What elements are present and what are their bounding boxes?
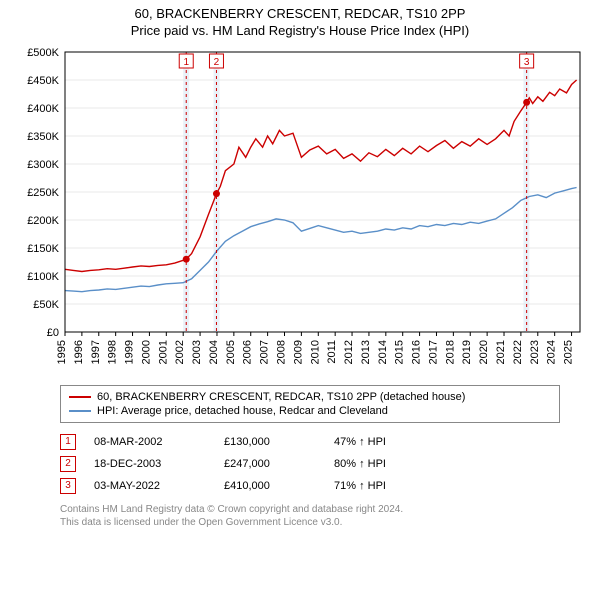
sale-delta: 71% ↑ HPI [334, 480, 454, 492]
svg-text:£250K: £250K [27, 187, 59, 199]
page-subtitle: Price paid vs. HM Land Registry's House … [0, 21, 600, 44]
sale-date: 18-DEC-2003 [94, 458, 224, 470]
svg-text:2025: 2025 [563, 340, 575, 364]
price-chart: £0 £50K £100K £150K £200K £250K £300K £350K £400… [10, 44, 590, 377]
svg-text:2000: 2000 [140, 340, 152, 364]
svg-text:£100K: £100K [27, 271, 59, 283]
sale-date: 03-MAY-2022 [94, 480, 224, 492]
legend-item: HPI: Average price, detached house, Redc… [69, 404, 551, 418]
sale-marker: 3 [60, 478, 76, 494]
page-title: 60, BRACKENBERRY CRESCENT, REDCAR, TS10 … [0, 0, 600, 21]
svg-text:1995: 1995 [56, 340, 68, 364]
attribution-line: This data is licensed under the Open Gov… [60, 516, 560, 529]
svg-text:2010: 2010 [309, 340, 321, 364]
svg-text:1996: 1996 [73, 340, 85, 364]
attribution: Contains HM Land Registry data © Crown c… [60, 503, 560, 529]
legend-swatch [69, 396, 91, 398]
sale-date: 08-MAR-2002 [94, 436, 224, 448]
svg-text:2020: 2020 [478, 340, 490, 364]
legend-label: HPI: Average price, detached house, Redc… [97, 405, 388, 417]
svg-text:2002: 2002 [174, 340, 186, 364]
svg-text:1998: 1998 [107, 340, 119, 364]
svg-text:£450K: £450K [27, 75, 59, 87]
sale-row: 3 03-MAY-2022£410,00071% ↑ HPI [60, 475, 560, 497]
svg-text:2024: 2024 [546, 340, 558, 364]
svg-text:2001: 2001 [157, 340, 169, 364]
svg-text:£300K: £300K [27, 159, 59, 171]
sale-row: 1 08-MAR-2002£130,00047% ↑ HPI [60, 431, 560, 453]
svg-text:2018: 2018 [444, 340, 456, 364]
svg-text:2009: 2009 [292, 340, 304, 364]
svg-text:2007: 2007 [259, 340, 271, 364]
sale-row: 2 18-DEC-2003£247,00080% ↑ HPI [60, 453, 560, 475]
legend-swatch [69, 410, 91, 412]
sale-price: £410,000 [224, 480, 334, 492]
svg-text:1: 1 [183, 57, 189, 68]
svg-text:2016: 2016 [411, 340, 423, 364]
sale-price: £130,000 [224, 436, 334, 448]
legend-label: 60, BRACKENBERRY CRESCENT, REDCAR, TS10 … [97, 391, 465, 403]
svg-text:2003: 2003 [191, 340, 203, 364]
svg-text:2012: 2012 [343, 340, 355, 364]
svg-text:2022: 2022 [512, 340, 524, 364]
svg-text:£150K: £150K [27, 243, 59, 255]
sale-price: £247,000 [224, 458, 334, 470]
svg-text:2015: 2015 [394, 340, 406, 364]
svg-text:£0: £0 [47, 327, 59, 339]
legend-item: 60, BRACKENBERRY CRESCENT, REDCAR, TS10 … [69, 390, 551, 404]
svg-text:£50K: £50K [33, 299, 59, 311]
svg-text:2021: 2021 [495, 340, 507, 364]
svg-text:2019: 2019 [461, 340, 473, 364]
svg-text:£350K: £350K [27, 131, 59, 143]
sale-marker: 2 [60, 456, 76, 472]
svg-text:2013: 2013 [360, 340, 372, 364]
attribution-line: Contains HM Land Registry data © Crown c… [60, 503, 560, 516]
svg-text:3: 3 [524, 57, 530, 68]
svg-text:1999: 1999 [124, 340, 136, 364]
svg-text:£400K: £400K [27, 103, 59, 115]
svg-text:2017: 2017 [427, 340, 439, 364]
svg-text:£500K: £500K [27, 47, 59, 59]
svg-text:1997: 1997 [90, 340, 102, 364]
svg-text:2: 2 [214, 57, 220, 68]
svg-text:2011: 2011 [326, 340, 338, 364]
svg-text:2008: 2008 [276, 340, 288, 364]
svg-text:2023: 2023 [529, 340, 541, 364]
svg-text:2005: 2005 [225, 340, 237, 364]
sale-delta: 80% ↑ HPI [334, 458, 454, 470]
sales-table: 1 08-MAR-2002£130,00047% ↑ HPI 2 18-DEC-200… [60, 431, 560, 497]
svg-text:2006: 2006 [242, 340, 254, 364]
svg-text:2004: 2004 [208, 340, 220, 364]
legend: 60, BRACKENBERRY CRESCENT, REDCAR, TS10 … [60, 385, 560, 423]
sale-marker: 1 [60, 434, 76, 450]
svg-text:2014: 2014 [377, 340, 389, 364]
svg-text:£200K: £200K [27, 215, 59, 227]
sale-delta: 47% ↑ HPI [334, 436, 454, 448]
